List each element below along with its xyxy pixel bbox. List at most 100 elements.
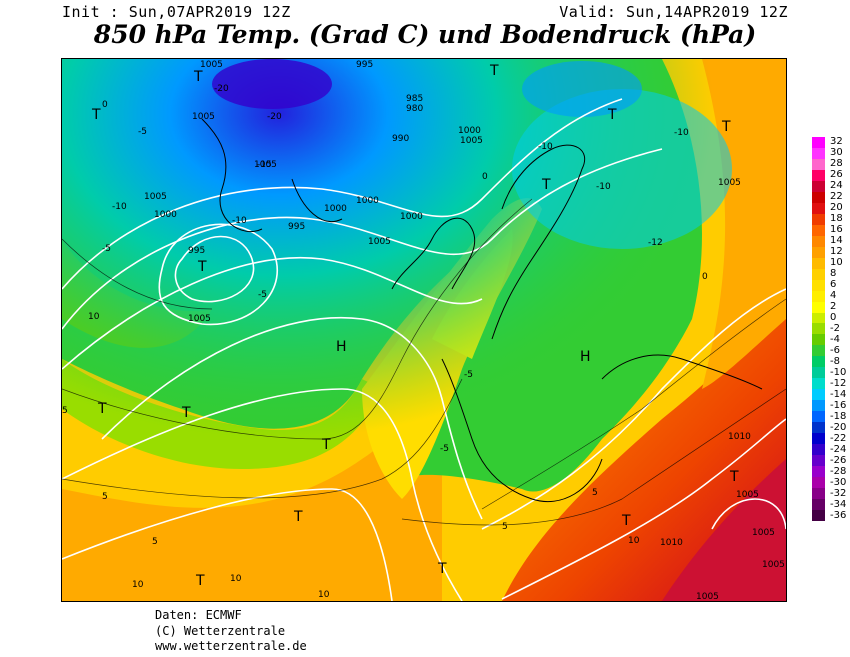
legend-label: 10: [830, 257, 843, 269]
temp-label: -10: [596, 182, 611, 192]
temp-label: 5: [62, 406, 68, 416]
temp-label: 10: [132, 580, 144, 590]
legend-label: -8: [830, 355, 840, 367]
temp-label: 10: [628, 536, 640, 546]
pressure-label: 995: [188, 246, 205, 256]
legend-swatch: [812, 158, 825, 170]
legend-label: 22: [830, 191, 843, 203]
legend-label: -22: [830, 432, 847, 444]
legend-label: 8: [830, 268, 837, 280]
cold-core-purple: [212, 59, 332, 109]
legend-swatch: [812, 257, 825, 269]
pressure-label: 995: [356, 60, 373, 70]
low-center-label: T: [729, 469, 739, 485]
temp-label: 10: [318, 590, 330, 600]
low-center-label: T: [197, 259, 207, 275]
legend-label: 12: [830, 246, 843, 258]
legend-swatch: [812, 279, 825, 291]
coastlines: [201, 118, 763, 503]
low-center-label: T: [541, 177, 551, 193]
pressure-label: 1005: [200, 60, 223, 70]
cold-zone-northeast-core: [522, 61, 642, 117]
credits-copyright: (C) Wetterzentrale: [155, 623, 286, 638]
legend-swatch: [812, 345, 825, 357]
legend-swatch: [812, 180, 825, 192]
legend-swatch: [812, 509, 825, 521]
legend-swatch: [812, 477, 825, 488]
pressure-label: 1000: [154, 210, 177, 220]
low-center-label: T: [91, 107, 101, 123]
pressure-label: 1005: [192, 112, 215, 122]
low-center-label: T: [489, 63, 499, 79]
low-center-label: T: [97, 401, 107, 417]
cold-zone-northeast: [512, 89, 732, 249]
legend-label: 26: [830, 169, 843, 181]
temp-label: -20: [214, 84, 229, 94]
legend-label: -26: [830, 454, 847, 466]
legend-swatch: [812, 444, 825, 456]
legend-label: -32: [830, 487, 847, 499]
pressure-label: 1005: [460, 136, 483, 146]
temp-label: -5: [440, 444, 449, 454]
weather-map: H H T T T T T T T T T T T T T T T -20 -2…: [61, 58, 787, 602]
legend-swatch: [812, 334, 825, 346]
legend-swatch: [812, 389, 825, 401]
legend-swatch: [812, 290, 825, 302]
temp-label: -5: [464, 370, 473, 380]
pressure-label: 1005: [144, 192, 167, 202]
legend-label: 24: [830, 180, 843, 192]
pressure-label: 1000: [400, 212, 423, 222]
temp-label: 0: [482, 172, 488, 182]
pressure-centers: H H T T T T T T T T T T T T T T T: [91, 63, 739, 589]
pressure-label: 1010: [728, 432, 751, 442]
credits: Daten: ECMWF (C) Wetterzentrale www.wett…: [155, 608, 307, 655]
pressure-label: 1005: [762, 560, 785, 570]
legend-swatch: [812, 455, 825, 467]
legend-label: -2: [830, 323, 840, 334]
legend-label: -14: [830, 388, 847, 400]
legend-swatch: [812, 367, 825, 379]
legend-swatch: [812, 268, 825, 280]
temp-label: -15: [257, 160, 272, 170]
temperature-legend: [812, 137, 825, 521]
pressure-label: 1005: [188, 314, 211, 324]
legend-label: -24: [830, 443, 847, 455]
legend-label: -10: [830, 366, 847, 378]
credits-data-source: Daten: ECMWF: [155, 608, 242, 622]
legend-swatch: [812, 422, 825, 434]
legend-swatch: [812, 400, 825, 412]
temp-label: -10: [538, 142, 553, 152]
temp-label: -20: [267, 112, 282, 122]
temp-label: 0: [702, 272, 708, 282]
temp-label: -10: [112, 202, 127, 212]
legend-swatch: [812, 202, 825, 214]
legend-swatch: [812, 378, 825, 390]
temp-label: 5: [152, 537, 158, 547]
legend-label: -20: [830, 421, 847, 433]
low-center-label: T: [321, 437, 331, 453]
temp-label: -12: [648, 238, 663, 248]
temp-label: 5: [102, 492, 108, 502]
temp-label: -5: [258, 290, 267, 300]
legend-swatch: [812, 411, 825, 423]
pressure-label: 1000: [324, 204, 347, 214]
temp-label: -5: [138, 127, 147, 137]
legend-label: 4: [830, 290, 837, 302]
temp-label: 5: [502, 522, 508, 532]
low-center-label: T: [181, 405, 191, 421]
legend-label: 20: [830, 202, 843, 214]
temp-label: 10: [230, 574, 242, 584]
legend-swatch: [812, 137, 825, 148]
temp-label: -10: [232, 216, 247, 226]
valid-time-label: Valid: Sun,14APR2019 12Z: [559, 3, 788, 21]
pressure-label: 1005: [718, 178, 741, 188]
legend-swatch: [812, 356, 825, 368]
low-center-label: T: [721, 119, 731, 135]
legend-swatch: [812, 466, 825, 478]
legend-swatch: [812, 498, 825, 510]
pressure-label: 1005: [254, 160, 277, 170]
legend-swatch: [812, 301, 825, 313]
pressure-label: 1010: [660, 538, 683, 548]
temp-label: 0: [102, 100, 108, 110]
map-canvas: H H T T T T T T T T T T T T T T T -20 -2…: [62, 59, 786, 601]
